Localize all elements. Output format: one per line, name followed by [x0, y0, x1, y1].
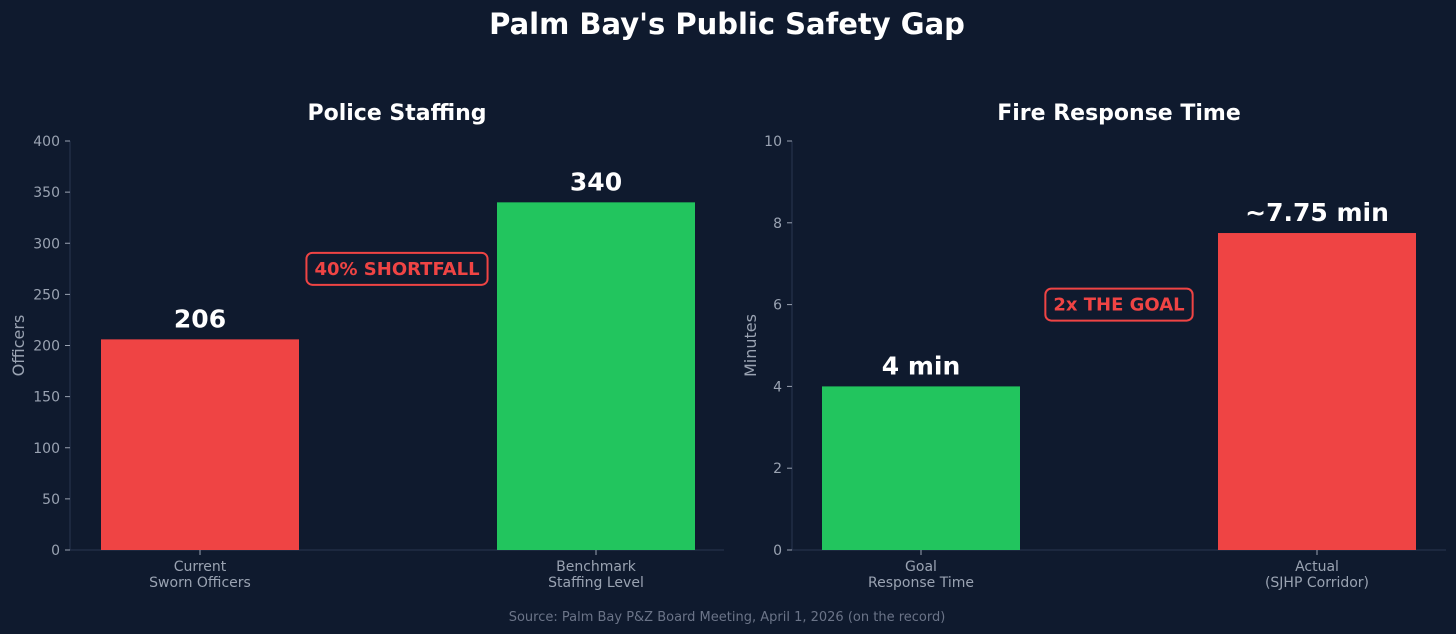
- figure-title: Palm Bay's Public Safety Gap: [489, 7, 965, 41]
- annotation-box: [305, 251, 489, 286]
- y-tick-label: 6: [773, 298, 782, 314]
- y-axis-label: Minutes: [741, 314, 760, 377]
- y-tick-label: 300: [33, 236, 60, 252]
- y-tick-label: 10: [764, 134, 782, 150]
- y-tick-label: 50: [42, 492, 60, 508]
- y-tick-label: 8: [773, 216, 782, 232]
- x-tick-label: Actual: [1295, 559, 1339, 575]
- x-tick-label: (SJHP Corridor): [1265, 575, 1369, 591]
- y-tick-label: 2: [773, 461, 782, 477]
- x-tick-label: Staffing Level: [548, 575, 644, 591]
- y-tick-label: 250: [33, 287, 60, 303]
- y-axis-label: Officers: [9, 315, 28, 377]
- x-tick-label: Current: [174, 559, 227, 575]
- source-note: Source: Palm Bay P&Z Board Meeting, Apri…: [509, 610, 946, 625]
- y-tick-label: 100: [33, 441, 60, 457]
- y-tick-label: 400: [33, 134, 60, 150]
- bar-value-label: 4 min: [882, 351, 961, 380]
- x-tick-label: Goal: [905, 559, 937, 575]
- police-staffing-chart: Police Staffing 0 50 100 150 200 250 300 350 400 O…: [9, 101, 724, 591]
- annotation-text: 40% SHORTFALL: [314, 259, 479, 280]
- bar-value-label: 340: [570, 167, 622, 196]
- y-tick-label: 150: [33, 390, 60, 406]
- bar-value-label: 206: [174, 304, 226, 333]
- annotation-text: 2x THE GOAL: [1053, 295, 1184, 316]
- y-tick-label: 0: [51, 543, 60, 559]
- bar-value-label: ~7.75 min: [1245, 198, 1389, 227]
- chart-title: Police Staffing: [307, 101, 486, 126]
- y-tick-label: 200: [33, 339, 60, 355]
- x-tick-label: Response Time: [868, 575, 974, 591]
- y-tick-label: 350: [33, 185, 60, 201]
- annotation-box: [1044, 287, 1194, 322]
- y-tick-label: 0: [773, 543, 782, 559]
- bar: [497, 202, 695, 550]
- x-tick-label: Sworn Officers: [149, 575, 251, 591]
- bar: [1218, 233, 1416, 550]
- chart-title: Fire Response Time: [997, 101, 1241, 126]
- bar: [822, 386, 1020, 550]
- fire-response-chart: Fire Response Time 0 2 4 6 8 10 Minutes 4 min Goa…: [741, 101, 1446, 591]
- bar: [101, 339, 299, 550]
- x-tick-label: Benchmark: [556, 559, 637, 575]
- y-tick-label: 4: [773, 379, 782, 395]
